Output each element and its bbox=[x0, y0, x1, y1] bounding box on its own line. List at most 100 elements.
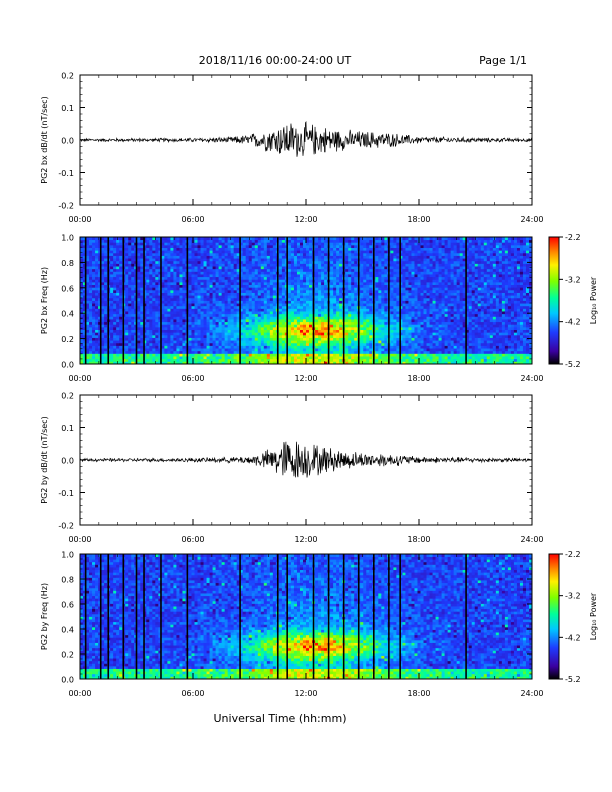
spectrogram-cell bbox=[330, 345, 334, 349]
spectrogram-cell bbox=[281, 308, 286, 312]
spectrogram-cell bbox=[95, 239, 99, 243]
spectrogram-cell bbox=[167, 300, 171, 304]
spectrogram-cell bbox=[309, 252, 313, 256]
spectrogram-cell bbox=[182, 292, 186, 296]
spectrogram-cell bbox=[197, 348, 201, 352]
spectrogram-cell bbox=[266, 297, 271, 301]
spectrogram-cell bbox=[339, 356, 343, 360]
spectrogram-cell bbox=[324, 353, 328, 357]
spectrogram-cell bbox=[221, 319, 226, 323]
spectrogram-cell bbox=[351, 292, 355, 296]
spectrogram-cell bbox=[242, 281, 247, 286]
spectrogram-cell bbox=[302, 281, 307, 286]
spectrogram-cell bbox=[281, 353, 286, 357]
spectrogram-cell bbox=[149, 297, 153, 301]
spectrogram-cell bbox=[260, 266, 265, 270]
spectrogram-cell bbox=[146, 311, 150, 315]
spectrogram-cell bbox=[104, 242, 108, 246]
spectrogram-cell bbox=[200, 295, 204, 299]
spectrogram-cell bbox=[182, 324, 186, 328]
spectrogram-cell bbox=[167, 345, 171, 349]
spectrogram-cell bbox=[348, 292, 352, 296]
spectrogram-cell bbox=[209, 287, 213, 291]
spectrogram-cell bbox=[191, 348, 195, 352]
spectrogram-cell bbox=[230, 342, 235, 346]
spectrogram-cell bbox=[218, 295, 223, 299]
spectrogram-cell bbox=[224, 284, 229, 288]
spectrogram-cell bbox=[221, 308, 226, 312]
spectrogram-cell bbox=[324, 321, 328, 325]
spectrogram-cell bbox=[125, 350, 129, 354]
spectrogram-cell bbox=[336, 287, 340, 291]
spectrogram-cell bbox=[227, 324, 232, 328]
spectrogram-cell bbox=[218, 332, 223, 336]
spectrogram-cell bbox=[318, 258, 322, 262]
spectrogram-cell bbox=[339, 342, 343, 346]
spectrogram-cell bbox=[239, 308, 244, 312]
spectrogram-cell bbox=[254, 258, 259, 262]
spectrogram-cell bbox=[242, 266, 247, 270]
panel-1: 0.20.10.0-0.1-0.200:00 06:00 12:00 18:00 24:… bbox=[40, 72, 544, 225]
spectrogram-cell bbox=[366, 247, 370, 251]
spectrogram-cell bbox=[161, 305, 165, 309]
spectrogram-cell bbox=[324, 292, 328, 296]
spectrogram-cell bbox=[272, 287, 277, 291]
spectrogram-cell bbox=[360, 247, 364, 251]
spectrogram-cell bbox=[251, 324, 256, 328]
spectrogram-cell bbox=[137, 319, 141, 323]
spectrogram-cell bbox=[254, 305, 259, 309]
spectrogram-cell bbox=[116, 289, 120, 293]
spectrogram-cell bbox=[104, 250, 108, 254]
spectrogram-cell bbox=[113, 295, 117, 299]
spectrogram-cell bbox=[309, 319, 313, 323]
spectrogram-cell bbox=[366, 266, 370, 270]
spectrogram-cell bbox=[113, 263, 117, 267]
spectrogram-cell bbox=[98, 334, 102, 338]
spectrogram-cell bbox=[152, 337, 156, 341]
spectrogram-cell bbox=[158, 340, 162, 344]
spectrogram-cell bbox=[221, 305, 226, 309]
spectrogram-cell bbox=[351, 284, 355, 288]
spectrogram-cell bbox=[101, 308, 105, 312]
spectrogram-cell bbox=[290, 295, 295, 299]
y-axis-label: PG2 bx dB/dt (nT/sec) bbox=[40, 96, 49, 183]
spectrogram-cell bbox=[333, 324, 337, 328]
spectrogram-cell bbox=[321, 329, 325, 333]
spectrogram-cell bbox=[251, 300, 256, 304]
spectrogram-cell bbox=[197, 356, 201, 360]
spectrogram-cell bbox=[89, 348, 93, 352]
spectrogram-cell bbox=[104, 263, 108, 267]
spectrogram-cell bbox=[143, 308, 147, 312]
spectrogram-cell bbox=[167, 313, 171, 317]
spectrogram-cell bbox=[369, 263, 373, 267]
x-tick-label: 12:00 bbox=[294, 215, 317, 224]
spectrogram-cell bbox=[89, 239, 93, 243]
spectrogram-cell bbox=[336, 342, 340, 346]
spectrogram-cell bbox=[128, 303, 132, 307]
spectrogram-cell bbox=[348, 319, 352, 323]
spectrogram-cell bbox=[254, 244, 259, 248]
spectrogram-cell bbox=[366, 244, 370, 248]
spectrogram-cell bbox=[203, 260, 207, 264]
spectrogram-cell bbox=[137, 350, 141, 354]
spectrogram-cell bbox=[381, 247, 385, 251]
spectrogram-cell bbox=[191, 345, 195, 349]
spectrogram-cell bbox=[155, 266, 159, 270]
spectrogram-cell bbox=[218, 342, 223, 346]
spectrogram-cell bbox=[266, 268, 271, 272]
spectrogram-cell bbox=[95, 252, 99, 256]
spectrogram-cell bbox=[83, 247, 87, 251]
spectrogram-cell bbox=[245, 329, 250, 333]
spectrogram-cell bbox=[375, 319, 379, 323]
spectrogram-cell bbox=[131, 258, 135, 262]
spectrogram-cell bbox=[212, 340, 216, 344]
spectrogram-cell bbox=[272, 305, 277, 309]
spectrogram-cell bbox=[336, 324, 340, 328]
spectrogram-cell bbox=[161, 324, 165, 328]
spectrogram-cell bbox=[131, 319, 135, 323]
spectrogram-cell bbox=[260, 263, 265, 267]
spectrogram-cell bbox=[95, 276, 99, 280]
spectrogram-cell bbox=[116, 252, 120, 256]
spectrogram-cell bbox=[113, 308, 117, 312]
spectrogram-cell bbox=[86, 237, 90, 241]
